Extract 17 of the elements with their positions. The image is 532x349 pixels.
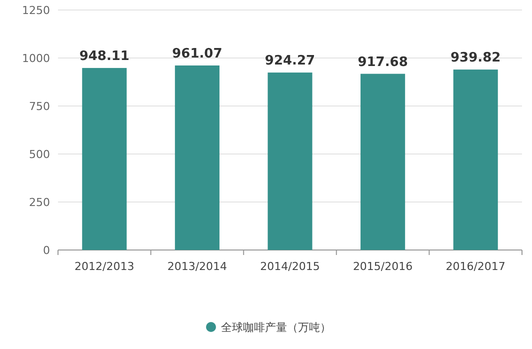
data-label: 924.27 [264,54,316,69]
x-tick-label: 2012/2013 [74,260,134,273]
y-tick-label: 1000 [22,52,50,65]
data-label: 961.07 [172,46,222,62]
x-tick-label: 2013/2014 [167,260,228,273]
y-tick-label: 0 [43,244,50,257]
data-label: 917.68 [358,54,408,70]
y-tick-label: 1250 [22,4,50,17]
y-tick-label: 250 [29,196,50,209]
legend-label: 全球咖啡产量（万吨） [221,321,331,334]
data-label: 939.82 [450,50,501,66]
y-tick-label: 500 [29,148,50,161]
x-tick-label: 2015/2016 [352,260,413,273]
x-tick-label: 2014/2015 [260,260,320,273]
y-tick-label: 750 [29,100,50,113]
data-label: 948.11 [79,48,130,64]
x-tick-label: 2016/2017 [446,260,506,273]
